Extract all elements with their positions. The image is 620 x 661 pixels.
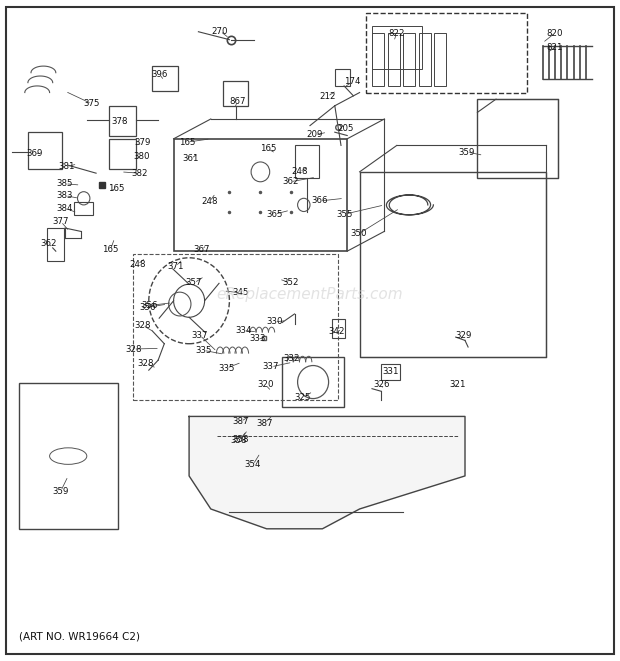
Text: 331: 331 — [383, 367, 399, 376]
Text: 375: 375 — [84, 99, 100, 108]
Text: 356: 356 — [140, 303, 156, 312]
Text: 379: 379 — [135, 138, 151, 147]
Bar — [152, 66, 178, 91]
Text: 820: 820 — [547, 28, 563, 38]
Text: 248: 248 — [291, 167, 308, 176]
Text: 328: 328 — [138, 359, 154, 368]
Text: 328: 328 — [135, 321, 151, 330]
Text: 352: 352 — [282, 278, 298, 288]
Bar — [28, 132, 62, 169]
Text: (ART NO. WR19664 C2): (ART NO. WR19664 C2) — [19, 631, 140, 641]
Polygon shape — [189, 416, 465, 529]
Bar — [366, 13, 527, 93]
Text: eReplacementParts.com: eReplacementParts.com — [216, 287, 404, 301]
Text: 377: 377 — [53, 217, 69, 226]
Bar — [434, 33, 446, 86]
Bar — [19, 383, 118, 529]
Bar — [418, 33, 431, 86]
Text: 350: 350 — [350, 229, 366, 239]
Text: 383: 383 — [57, 191, 73, 200]
Text: 356: 356 — [142, 301, 158, 310]
Text: 209: 209 — [307, 130, 323, 139]
Bar — [74, 202, 93, 215]
Text: 359: 359 — [53, 486, 69, 496]
Text: 867: 867 — [229, 97, 246, 106]
Text: 396: 396 — [151, 69, 167, 79]
Text: 328: 328 — [125, 344, 141, 354]
Text: 378: 378 — [112, 117, 128, 126]
Text: 387: 387 — [257, 418, 273, 428]
Text: 205: 205 — [338, 124, 354, 133]
Text: 212: 212 — [319, 92, 335, 101]
Text: 165: 165 — [260, 144, 276, 153]
Text: 248: 248 — [202, 197, 218, 206]
Text: 822: 822 — [389, 28, 405, 38]
Text: 320: 320 — [257, 380, 273, 389]
Bar — [174, 139, 347, 251]
Text: 334: 334 — [236, 326, 252, 335]
Text: 367: 367 — [194, 245, 210, 254]
Text: 335: 335 — [218, 364, 234, 373]
Text: 330: 330 — [267, 317, 283, 327]
Text: 369: 369 — [26, 149, 42, 158]
Text: 165: 165 — [108, 184, 125, 193]
Bar — [477, 99, 558, 178]
Text: 333: 333 — [249, 334, 265, 343]
Text: 337: 337 — [192, 330, 208, 340]
Bar — [403, 33, 415, 86]
Text: 384: 384 — [57, 204, 73, 213]
Text: 385: 385 — [57, 179, 73, 188]
Text: 361: 361 — [183, 154, 199, 163]
Text: 342: 342 — [329, 327, 345, 336]
Text: 325: 325 — [294, 393, 311, 403]
Text: 326: 326 — [373, 380, 389, 389]
Text: 380: 380 — [133, 152, 149, 161]
Bar — [388, 33, 400, 86]
Bar — [282, 357, 344, 407]
Bar — [108, 139, 136, 169]
Text: 354: 354 — [245, 460, 261, 469]
Text: 358: 358 — [231, 436, 247, 446]
Bar — [332, 319, 345, 338]
Bar — [133, 254, 338, 400]
Text: 359: 359 — [459, 147, 475, 157]
Text: 821: 821 — [547, 43, 563, 52]
Text: 332: 332 — [283, 354, 299, 363]
Bar — [360, 172, 546, 357]
Text: 270: 270 — [212, 26, 228, 36]
Text: 382: 382 — [131, 169, 148, 178]
Text: 329: 329 — [456, 331, 472, 340]
Text: 362: 362 — [40, 239, 56, 248]
Text: 366: 366 — [312, 196, 328, 206]
Bar — [335, 69, 350, 86]
Text: 337: 337 — [263, 362, 279, 371]
Bar — [294, 145, 319, 178]
Text: 381: 381 — [59, 162, 75, 171]
Text: 362: 362 — [282, 177, 298, 186]
Text: 357: 357 — [186, 278, 202, 288]
Text: 345: 345 — [232, 288, 249, 297]
Bar — [381, 364, 400, 380]
Text: 387: 387 — [232, 417, 249, 426]
Text: 174: 174 — [344, 77, 360, 87]
Text: 165: 165 — [102, 245, 118, 254]
Text: 371: 371 — [167, 262, 184, 271]
Text: 358: 358 — [232, 435, 249, 444]
Text: 335: 335 — [195, 346, 211, 355]
Bar — [46, 228, 64, 261]
Text: 248: 248 — [130, 260, 146, 269]
Text: 355: 355 — [337, 210, 353, 219]
Text: 365: 365 — [267, 210, 283, 219]
Bar — [108, 106, 136, 136]
Text: 321: 321 — [450, 380, 466, 389]
Bar — [372, 26, 422, 69]
Bar — [372, 33, 384, 86]
Bar — [223, 81, 248, 106]
Text: 165: 165 — [179, 137, 195, 147]
